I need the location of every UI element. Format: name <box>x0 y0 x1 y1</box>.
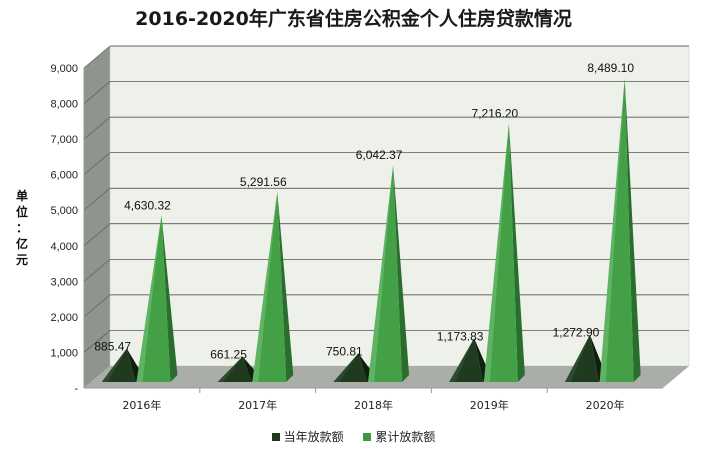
y-tick-label: 8,000 <box>50 99 78 111</box>
gridline-side <box>83 152 111 175</box>
data-label-cumulative: 7,216.20 <box>472 106 519 120</box>
legend: 当年放款额 累计放款额 <box>0 428 707 445</box>
legend-swatch-annual <box>271 432 280 441</box>
legend-item-cumulative: 累计放款额 <box>363 428 435 445</box>
data-label-cumulative: 4,630.32 <box>124 198 171 212</box>
left-wall <box>84 46 110 388</box>
x-tick-label: 2016年 <box>122 398 161 412</box>
gridline-side <box>83 223 111 247</box>
x-tick-label: 2018年 <box>354 398 393 412</box>
x-tick-label: 2017年 <box>238 398 277 412</box>
gridline-side <box>83 45 111 69</box>
gridline-side <box>83 259 111 282</box>
data-label-annual: 885.47 <box>94 340 131 354</box>
data-label-annual: 750.81 <box>326 344 363 358</box>
data-label-annual: 1,173.83 <box>437 329 484 343</box>
y-tick-label: 2,000 <box>50 312 78 324</box>
gridline-side <box>83 81 111 104</box>
gridline-side <box>83 187 111 211</box>
bars <box>101 78 641 382</box>
legend-label-annual: 当年放款额 <box>283 430 344 444</box>
data-label-cumulative: 8,489.10 <box>587 61 634 75</box>
data-label-cumulative: 5,291.56 <box>240 175 287 189</box>
legend-label-cumulative: 累计放款额 <box>375 430 436 444</box>
x-axis-ticks: 2016年 2017年 2018年 2019年 2020年 <box>122 388 625 412</box>
y-axis-label: 单位：亿元 <box>16 188 28 267</box>
data-labels: 885.47 4,630.32 661.25 5,291.56 750.81 6,042.… <box>94 61 634 361</box>
bar-cumulative <box>136 215 178 382</box>
y-tick-label: 9,000 <box>50 63 78 75</box>
x-tick-label: 2019年 <box>470 398 509 412</box>
y-tick-label: 4,000 <box>50 241 78 253</box>
bar-cumulative <box>368 165 410 382</box>
legend-swatch-cumulative <box>363 432 372 441</box>
y-tick-label: - <box>74 383 78 395</box>
x-tick-label: 2020年 <box>586 398 625 412</box>
bar-cumulative <box>252 191 294 382</box>
y-tick-label: 7,000 <box>50 134 78 146</box>
gridline-side <box>83 116 111 140</box>
bar-annual <box>564 334 606 382</box>
bar-cumulative <box>599 78 641 382</box>
gridline-side <box>83 330 111 353</box>
gridline-side <box>83 294 111 318</box>
y-tick-label: 6,000 <box>50 170 78 182</box>
y-tick-label: 3,000 <box>50 276 78 288</box>
legend-item-annual: 当年放款额 <box>271 428 344 445</box>
y-axis-ticks: - 1,000 2,000 3,000 4,000 5,000 6,000 7,000 8,00… <box>50 63 78 395</box>
chart-title: 2016-2020年广东省住房公积金个人住房贷款情况 <box>135 8 572 30</box>
bar-cumulative <box>483 123 525 382</box>
data-label-annual: 1,272.90 <box>553 326 600 340</box>
y-tick-label: 5,000 <box>50 205 78 217</box>
data-label-cumulative: 6,042.37 <box>356 148 403 162</box>
y-tick-label: 1,000 <box>50 347 78 359</box>
data-label-annual: 661.25 <box>210 347 247 361</box>
